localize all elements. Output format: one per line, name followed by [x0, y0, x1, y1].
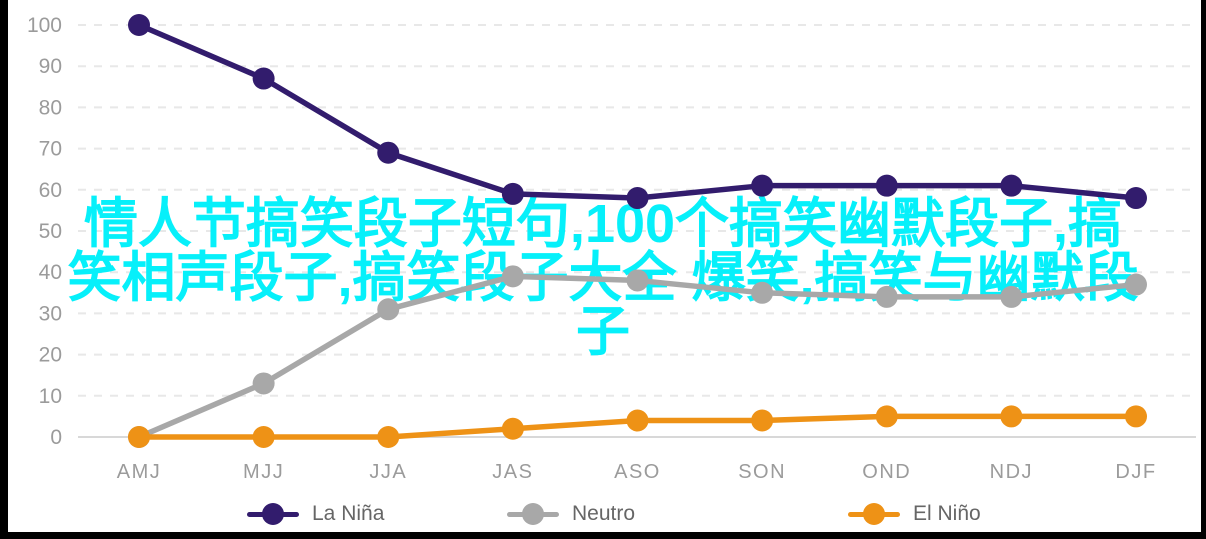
data-point-el-niño-son [751, 409, 774, 432]
data-point-neutro-son [751, 281, 774, 304]
y-tick-label: 100 [27, 14, 62, 37]
bottom-black-border [0, 532, 1206, 539]
watermark-line: 子 [576, 302, 630, 362]
x-tick-label-aso: ASO [614, 461, 661, 483]
data-point-la-niña-jas [501, 182, 524, 205]
data-point-neutro-jja [377, 298, 400, 321]
data-point-el-niño-amj [128, 426, 150, 448]
right-black-border [1201, 0, 1206, 539]
data-point-el-niño-aso [626, 409, 649, 432]
left-black-border [0, 0, 8, 539]
x-tick-label-ond: OND [862, 461, 911, 483]
y-tick-label: 80 [39, 96, 62, 119]
y-tick-label: 70 [39, 138, 62, 161]
watermark-line: 情人节搞笑段子短句,100个搞笑幽默段子,搞 [83, 194, 1123, 254]
data-point-el-niño-jas [501, 417, 524, 440]
data-point-neutro-mjj [252, 372, 275, 395]
y-tick-label: 50 [39, 220, 62, 243]
legend-label: El Niño [913, 502, 981, 525]
data-point-la-niña-ndj [1000, 174, 1023, 197]
data-point-el-niño-ndj [1000, 405, 1023, 428]
x-tick-label-djf: DJF [1115, 461, 1156, 483]
y-tick-label: 90 [39, 55, 62, 78]
legend-item-el-niño: El Niño [848, 497, 981, 531]
data-point-la-niña-aso [626, 187, 649, 210]
data-point-la-niña-amj [128, 14, 150, 36]
data-point-neutro-jas [501, 265, 524, 288]
x-tick-label-ndj: NDJ [990, 461, 1033, 483]
x-tick-label-amj: AMJ [117, 461, 162, 483]
x-tick-label-jja: JJA [369, 461, 407, 483]
data-point-neutro-ndj [1000, 285, 1023, 308]
y-tick-label: 30 [39, 302, 62, 325]
data-point-neutro-ond [875, 285, 898, 308]
legend-marker-icon [247, 502, 299, 526]
x-tick-label-mjj: MJJ [243, 461, 284, 483]
y-tick-label: 60 [39, 179, 62, 202]
y-tick-label: 10 [39, 385, 62, 408]
y-tick-label: 20 [39, 344, 62, 367]
y-tick-label: 0 [50, 426, 62, 449]
data-point-neutro-djf [1125, 273, 1147, 296]
legend-label: La Niña [312, 502, 385, 525]
data-point-el-niño-djf [1125, 405, 1147, 428]
legend-marker-icon [848, 502, 900, 526]
legend-item-la-niña: La Niña [247, 497, 384, 531]
data-point-la-niña-ond [875, 174, 898, 197]
legend-label: Neutro [572, 502, 636, 525]
data-point-la-niña-djf [1125, 187, 1147, 210]
data-point-neutro-aso [626, 269, 649, 292]
x-tick-label-jas: JAS [492, 461, 533, 483]
legend-item-neutro: Neutro [507, 497, 635, 531]
data-point-la-niña-jja [377, 141, 400, 164]
y-tick-label: 40 [39, 261, 62, 284]
legend-marker-icon [507, 502, 559, 526]
data-point-el-niño-ond [875, 405, 898, 428]
data-point-el-niño-mjj [252, 426, 275, 448]
data-point-la-niña-mjj [252, 67, 275, 90]
data-point-la-niña-son [751, 174, 774, 197]
x-tick-label-son: SON [738, 461, 786, 483]
data-point-el-niño-jja [377, 426, 400, 448]
